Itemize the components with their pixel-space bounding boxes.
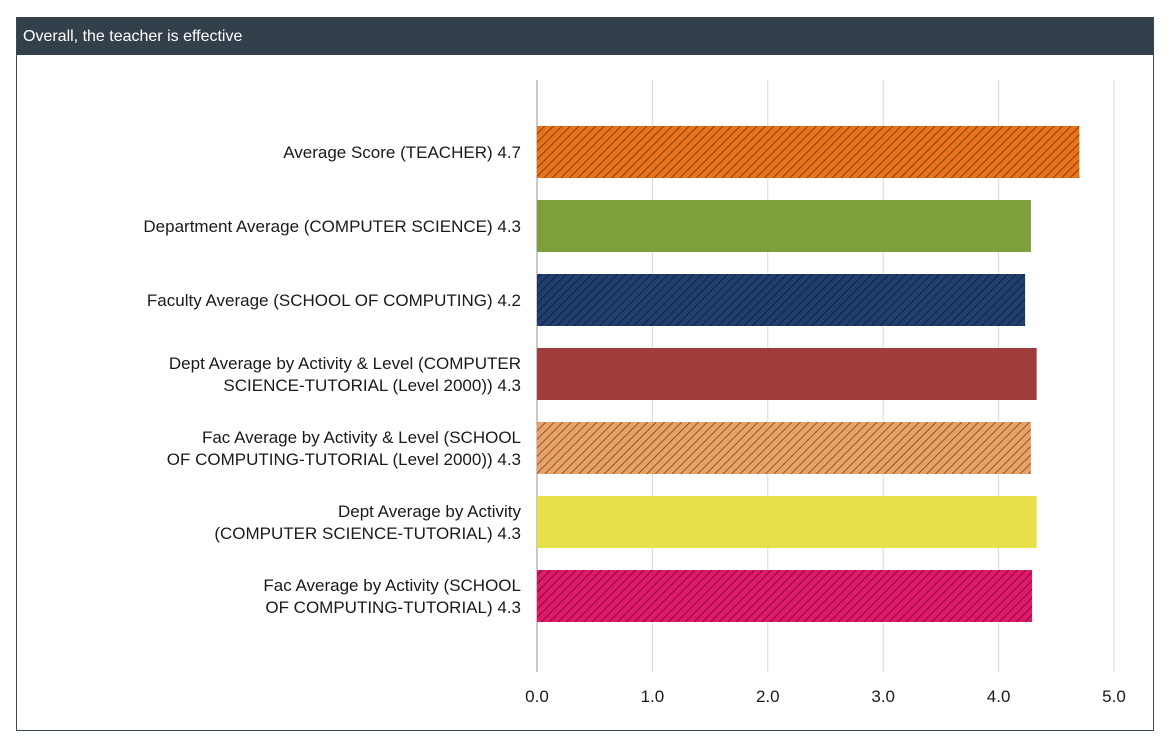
tick-layer: 0.0 1.0 2.0 3.0 4.0 5.0 xyxy=(525,687,1126,706)
x-tick-label: 2.0 xyxy=(756,687,780,706)
category-label: Dept Average by Activity & Level (COMPUT… xyxy=(169,354,521,395)
bar xyxy=(537,200,1031,252)
category-label: Fac Average by Activity (SCHOOL OF COMPUT… xyxy=(263,576,521,617)
category-label: Faculty Average (SCHOOL OF COMPUTING) 4.… xyxy=(147,291,521,310)
x-tick-label: 0.0 xyxy=(525,687,549,706)
category-label: Average Score (TEACHER) 4.7 xyxy=(283,143,521,162)
label-layer: Average Score (TEACHER) 4.7 Department Av… xyxy=(143,143,521,617)
bar xyxy=(537,570,1033,622)
bar xyxy=(537,348,1037,400)
category-label: Fac Average by Activity & Level (SCHOOL O… xyxy=(167,428,521,469)
bar xyxy=(537,274,1026,326)
x-tick-label: 1.0 xyxy=(641,687,665,706)
bar-layer xyxy=(537,126,1080,622)
category-label: Dept Average by Activity (COMPUTER SCIENC… xyxy=(214,502,521,543)
category-label: Department Average (COMPUTER SCIENCE) 4.… xyxy=(143,217,521,236)
x-tick-label: 3.0 xyxy=(871,687,895,706)
panel-title: Overall, the teacher is effective xyxy=(17,18,1153,55)
bar xyxy=(537,496,1037,548)
x-tick-label: 5.0 xyxy=(1102,687,1126,706)
x-tick-label: 4.0 xyxy=(987,687,1011,706)
bar xyxy=(537,126,1080,178)
bar xyxy=(537,422,1031,474)
